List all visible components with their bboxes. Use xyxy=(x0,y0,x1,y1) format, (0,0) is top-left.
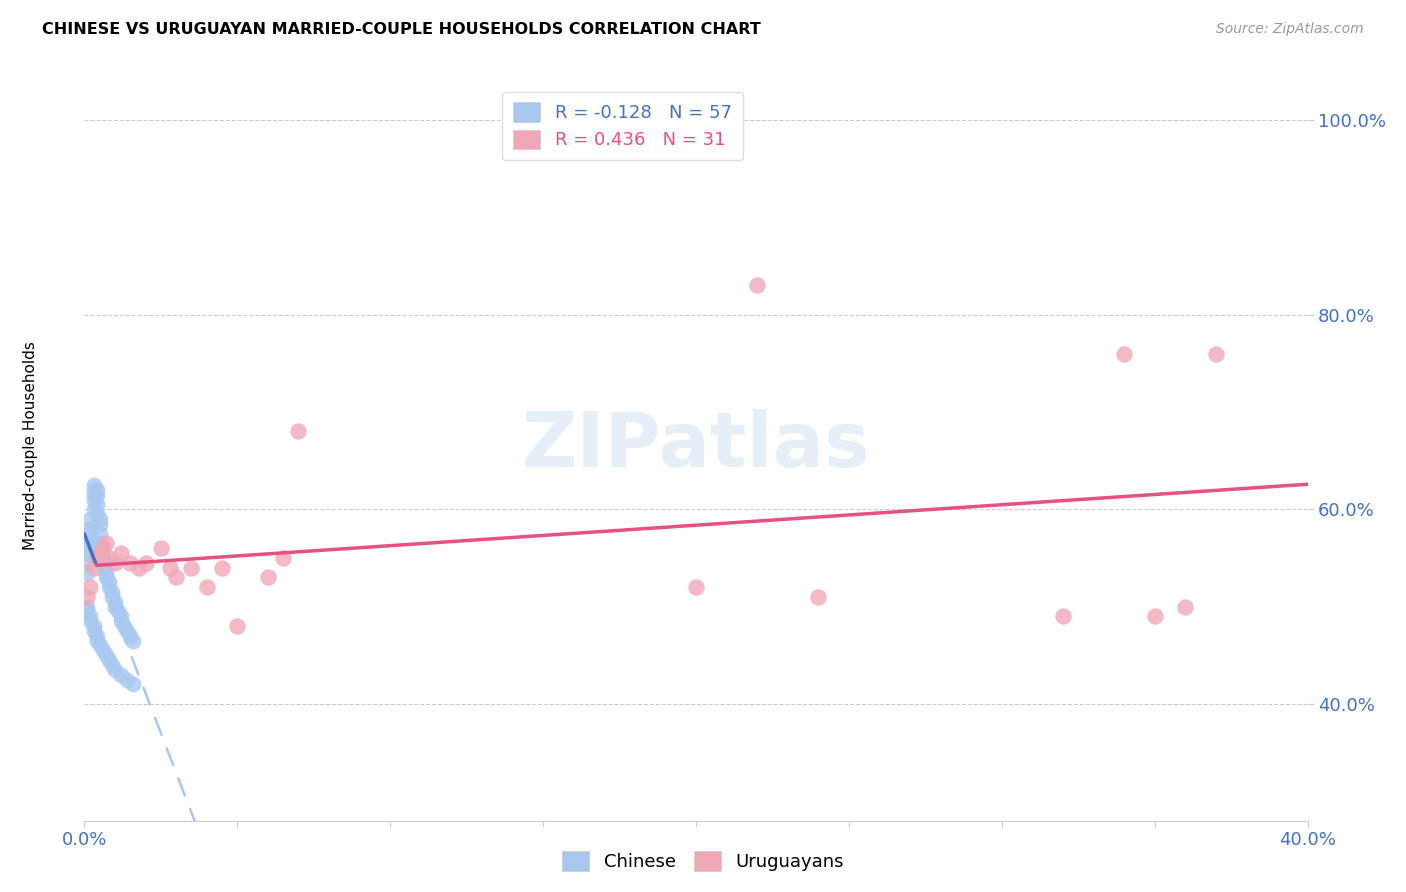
Point xyxy=(86,550,108,565)
Point xyxy=(104,599,127,614)
Point xyxy=(76,566,98,580)
Point xyxy=(257,570,280,584)
Point xyxy=(91,643,114,657)
Point xyxy=(83,502,105,516)
Point xyxy=(110,609,132,624)
Point xyxy=(83,488,105,502)
Point xyxy=(180,560,202,574)
Point xyxy=(107,604,129,618)
Point xyxy=(97,575,120,590)
Point xyxy=(79,541,101,556)
Point xyxy=(83,478,105,492)
Point xyxy=(76,590,98,604)
Text: Married-couple Households: Married-couple Households xyxy=(24,342,38,550)
Point xyxy=(91,546,114,560)
Point xyxy=(86,497,108,511)
Point xyxy=(226,619,249,633)
Point xyxy=(94,536,117,550)
Point xyxy=(747,278,769,293)
Point xyxy=(149,541,172,556)
Point xyxy=(165,570,187,584)
Point xyxy=(195,580,218,594)
Text: CHINESE VS URUGUAYAN MARRIED-COUPLE HOUSEHOLDS CORRELATION CHART: CHINESE VS URUGUAYAN MARRIED-COUPLE HOUS… xyxy=(42,22,761,37)
Point xyxy=(94,566,117,580)
Point xyxy=(76,599,98,614)
Point xyxy=(83,492,105,507)
Point xyxy=(1174,599,1197,614)
Point xyxy=(122,677,145,691)
Text: ZIPatlas: ZIPatlas xyxy=(522,409,870,483)
Point xyxy=(128,560,150,574)
Point xyxy=(79,536,101,550)
Point xyxy=(79,512,101,526)
Point xyxy=(89,526,111,541)
Point xyxy=(89,512,111,526)
Point xyxy=(86,629,108,643)
Point xyxy=(115,624,138,638)
Point xyxy=(271,550,294,565)
Point xyxy=(89,516,111,531)
Point xyxy=(101,585,124,599)
Point xyxy=(104,663,127,677)
Point xyxy=(89,546,111,560)
Point xyxy=(76,556,98,570)
Point xyxy=(83,619,105,633)
Point xyxy=(120,629,142,643)
Legend: Chinese, Uruguayans: Chinese, Uruguayans xyxy=(555,844,851,879)
Point xyxy=(1114,346,1136,360)
Point xyxy=(112,619,135,633)
Legend: R = -0.128   N = 57, R = 0.436   N = 31: R = -0.128 N = 57, R = 0.436 N = 31 xyxy=(502,92,742,161)
Point xyxy=(1052,609,1074,624)
Point xyxy=(97,580,120,594)
Point xyxy=(115,673,138,687)
Point xyxy=(91,556,114,570)
Point xyxy=(91,541,114,556)
Point xyxy=(1143,609,1166,624)
Point xyxy=(79,609,101,624)
Point xyxy=(685,580,707,594)
Point xyxy=(110,614,132,628)
Point xyxy=(101,590,124,604)
Point xyxy=(83,624,105,638)
Point xyxy=(79,614,101,628)
Point xyxy=(79,522,101,536)
Point xyxy=(86,507,108,521)
Point xyxy=(86,633,108,648)
Point xyxy=(104,595,127,609)
Point xyxy=(91,550,114,565)
Point xyxy=(122,633,145,648)
Point xyxy=(94,570,117,584)
Point xyxy=(101,657,124,672)
Point xyxy=(110,546,132,560)
Point xyxy=(97,653,120,667)
Point xyxy=(86,488,108,502)
Point xyxy=(89,639,111,653)
Point xyxy=(76,604,98,618)
Point xyxy=(79,526,101,541)
Point xyxy=(1205,346,1227,360)
Point xyxy=(89,536,111,550)
Point xyxy=(110,667,132,681)
Point xyxy=(76,546,98,560)
Point xyxy=(287,425,309,439)
Point xyxy=(86,483,108,497)
Point xyxy=(97,550,120,565)
Point xyxy=(94,560,117,574)
Point xyxy=(94,648,117,663)
Point xyxy=(79,580,101,594)
Point xyxy=(807,590,830,604)
Point xyxy=(83,483,105,497)
Point xyxy=(211,560,233,574)
Text: Source: ZipAtlas.com: Source: ZipAtlas.com xyxy=(1216,22,1364,37)
Point xyxy=(120,556,142,570)
Point xyxy=(104,556,127,570)
Point xyxy=(83,560,105,574)
Point xyxy=(159,560,181,574)
Point xyxy=(135,556,157,570)
